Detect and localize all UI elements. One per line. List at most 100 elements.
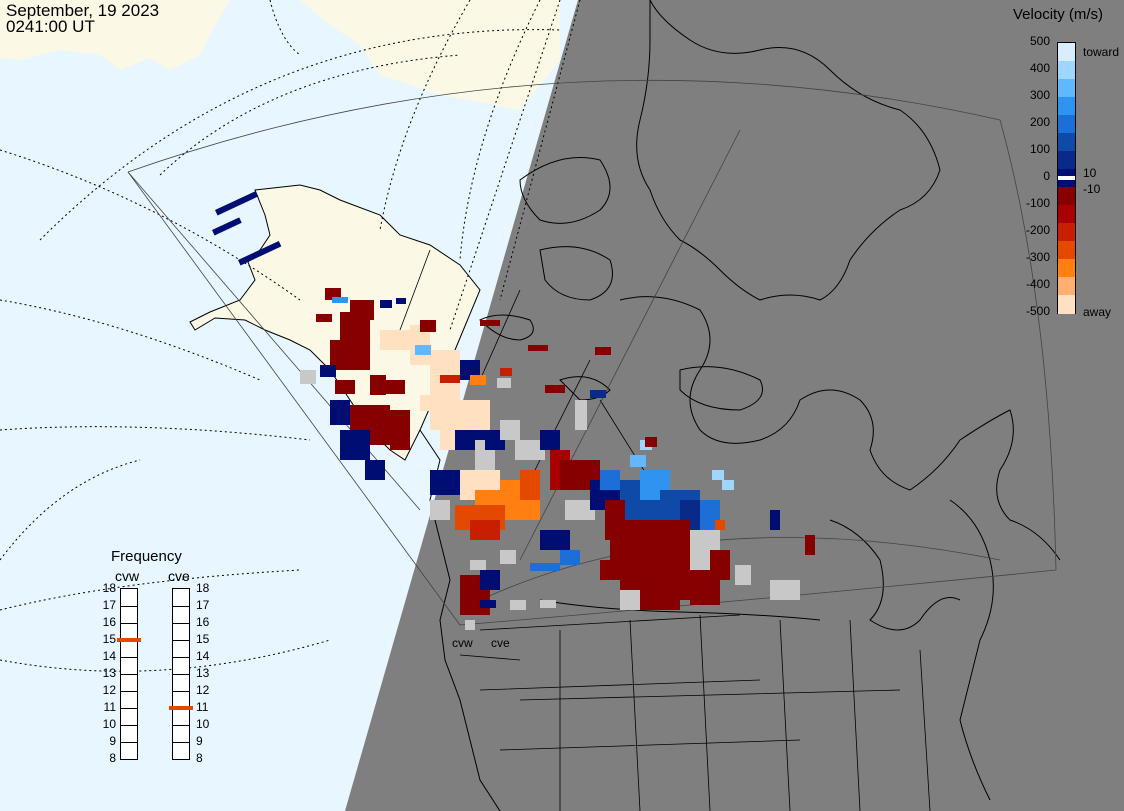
frequency-tick-label: 16 bbox=[102, 615, 116, 629]
velocity-cell bbox=[430, 470, 460, 495]
colorbar-swatch bbox=[1058, 223, 1075, 242]
frequency-gridline bbox=[173, 606, 189, 607]
velocity-tick-label: 300 bbox=[1029, 88, 1050, 102]
velocity-cell bbox=[715, 520, 725, 530]
velocity-cell bbox=[480, 600, 496, 608]
frequency-tick-label: 17 bbox=[196, 598, 210, 612]
velocity-cell bbox=[340, 430, 370, 460]
frequency-tick-label: 12 bbox=[102, 683, 116, 697]
velocity-cell bbox=[330, 340, 370, 370]
frequency-tick-label: 11 bbox=[196, 700, 209, 714]
grid-lines bbox=[0, 0, 581, 672]
frequency-tick-label: 12 bbox=[196, 683, 210, 697]
velocity-cell bbox=[332, 297, 348, 303]
legend-neg-label: -10 bbox=[1083, 182, 1101, 196]
colorbar-swatch bbox=[1058, 61, 1075, 80]
velocity-cell bbox=[390, 410, 410, 450]
velocity-cell bbox=[497, 378, 511, 388]
frequency-tick-label: 18 bbox=[196, 581, 210, 595]
frequency-tick-label: 9 bbox=[109, 734, 116, 748]
frequency-tick-label: 17 bbox=[102, 598, 116, 612]
velocity-cell bbox=[645, 437, 657, 447]
velocity-legend: 500 400 300 200 100 0 -100 -200 -300 -400 -500 tow… bbox=[1005, 34, 1120, 322]
velocity-cell bbox=[640, 590, 680, 610]
velocity-cell bbox=[560, 550, 580, 565]
frequency-tick-label: 14 bbox=[102, 649, 116, 663]
frequency-panel: Frequency cvw cve 18 17 16 15 14 13 12 11 10 9 8 18… bbox=[88, 548, 228, 768]
velocity-cell bbox=[805, 535, 815, 555]
colorbar-swatch bbox=[1058, 151, 1075, 170]
velocity-cell bbox=[330, 400, 350, 425]
frequency-tick-label: 8 bbox=[109, 751, 116, 765]
velocity-cell bbox=[500, 420, 520, 440]
velocity-cell bbox=[530, 563, 560, 571]
velocity-tick-label: -400 bbox=[1025, 277, 1050, 291]
frequency-gridline bbox=[121, 725, 137, 726]
velocity-legend-title: Velocity (m/s) bbox=[1013, 6, 1104, 23]
frequency-tick-label: 9 bbox=[196, 734, 203, 748]
velocity-cell bbox=[415, 345, 431, 355]
velocity-cell bbox=[214, 190, 259, 216]
velocity-cell bbox=[735, 565, 751, 585]
frequency-tick-label: 11 bbox=[103, 700, 116, 714]
colorbar-swatch bbox=[1058, 97, 1075, 116]
velocity-tick-label: 200 bbox=[1029, 115, 1050, 129]
velocity-tick-label: 0 bbox=[1043, 169, 1050, 183]
colorbar-swatch bbox=[1058, 277, 1075, 296]
velocity-tick-label: 500 bbox=[1029, 34, 1050, 48]
velocity-cell bbox=[430, 500, 450, 520]
frequency-tick-label: 8 bbox=[196, 751, 203, 765]
site-label-cvw: cvw bbox=[452, 636, 473, 650]
velocity-cell bbox=[212, 217, 242, 236]
frequency-tick-label: 10 bbox=[196, 717, 210, 731]
colorbar-swatch bbox=[1058, 43, 1075, 62]
frequency-gridline bbox=[121, 623, 137, 624]
velocity-tick-label: -200 bbox=[1025, 223, 1050, 237]
velocity-tick-label: -100 bbox=[1025, 196, 1050, 210]
legend-away-label: away bbox=[1083, 305, 1112, 319]
velocity-cell bbox=[420, 320, 436, 332]
frequency-gridline bbox=[121, 657, 137, 658]
legend-toward-label: toward bbox=[1083, 45, 1120, 59]
frequency-gridline bbox=[121, 742, 137, 743]
frequency-gridline bbox=[121, 674, 137, 675]
state-borders bbox=[399, 249, 931, 811]
velocity-cell bbox=[540, 600, 556, 608]
colorbar-swatch bbox=[1058, 115, 1075, 134]
velocity-cell bbox=[710, 550, 730, 580]
frequency-gridline bbox=[173, 742, 189, 743]
velocity-cell bbox=[320, 365, 336, 377]
frequency-gridline bbox=[121, 691, 137, 692]
frequency-gridline bbox=[173, 657, 189, 658]
colorbar-swatch bbox=[1058, 79, 1075, 98]
frequency-tick-label: 13 bbox=[196, 666, 210, 680]
site-label-cve: cve bbox=[491, 636, 510, 650]
velocity-cell bbox=[520, 470, 540, 500]
freq-col-label-cve: cve bbox=[168, 568, 190, 584]
date-label: September, 19 2023 bbox=[6, 1, 160, 20]
frequency-marker bbox=[117, 638, 141, 642]
velocity-tick-label: 400 bbox=[1029, 61, 1050, 75]
velocity-tick-label: 100 bbox=[1029, 142, 1050, 156]
velocity-cell bbox=[510, 600, 526, 610]
frequency-tick-label: 16 bbox=[196, 615, 210, 629]
velocity-cell bbox=[470, 560, 486, 570]
velocity-cell bbox=[237, 240, 282, 266]
velocity-cell bbox=[396, 298, 406, 304]
colorbar-swatch bbox=[1058, 295, 1075, 314]
velocity-cell bbox=[600, 470, 620, 490]
colorbar-swatch bbox=[1058, 241, 1075, 260]
colorbar-swatch bbox=[1058, 187, 1075, 206]
velocity-cell bbox=[380, 330, 410, 350]
velocity-cell bbox=[370, 375, 386, 395]
time-label: 0241:00 UT bbox=[6, 17, 95, 36]
velocity-colorbar bbox=[1057, 42, 1076, 314]
velocity-cell bbox=[545, 385, 565, 393]
colorbar-swatch bbox=[1058, 133, 1075, 152]
frequency-tick-label: 15 bbox=[196, 632, 210, 646]
velocity-cell bbox=[770, 580, 800, 600]
frequency-gridline bbox=[173, 725, 189, 726]
velocity-cell bbox=[630, 455, 646, 467]
coastlines-night bbox=[419, 0, 1061, 811]
